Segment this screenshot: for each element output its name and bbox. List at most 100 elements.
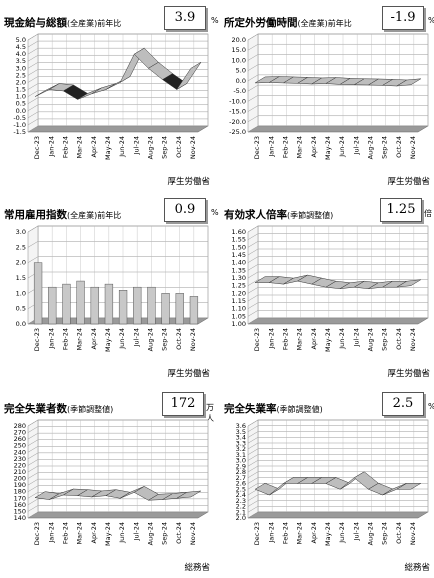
source-label: 厚生労働省 [387, 367, 430, 379]
chart-panel-overtime: 所定外労働時間(全産業)前年比 -1.9 % -25.0-20.0-15.0-1… [222, 4, 434, 192]
headline-value: 1.25 [380, 198, 422, 222]
x-tick-label: Jul-24 [352, 136, 360, 155]
x-tick-label: Sep-24 [161, 328, 169, 351]
unit-label: % [428, 16, 434, 25]
x-tick-label: Nov-24 [189, 522, 197, 545]
x-tick-label: Feb-24 [281, 328, 289, 350]
bar [105, 284, 113, 324]
y-tick-label: 3.0 [16, 64, 26, 72]
x-tick-label: Aug-24 [146, 136, 154, 159]
y-tick-label: -1.5 [13, 128, 26, 136]
headline-value: 3.9 [164, 6, 206, 30]
y-tick-label: -10.0 [229, 97, 246, 105]
x-tick-label: Sep-24 [381, 522, 389, 545]
y-tick-label: -25.0 [229, 128, 246, 136]
y-tick-label: 2.0 [16, 259, 26, 267]
chart-unemployed-persons: 1401501601701801902002102202302402502602… [2, 418, 214, 558]
y-tick-label: 1.00 [232, 320, 246, 328]
x-tick-label: Oct-24 [395, 328, 403, 350]
x-tick-label: Jun-24 [118, 328, 126, 350]
x-tick-label: Jul-24 [132, 136, 140, 155]
x-tick-label: Jul-24 [132, 328, 140, 347]
y-tick-label: 1.5 [16, 86, 26, 94]
bar [176, 293, 184, 324]
x-tick-label: Sep-24 [381, 328, 389, 351]
x-tick-label: Jan-24 [47, 522, 55, 544]
y-tick-label: 1.0 [16, 289, 26, 297]
y-tick-label: 0.5 [16, 305, 26, 313]
x-tick-label: Nov-24 [409, 522, 417, 545]
x-tick-label: Feb-24 [61, 328, 69, 350]
y-tick-label: 1.5 [16, 274, 26, 282]
bar [91, 287, 99, 324]
bar [77, 281, 85, 324]
source-label: 総務省 [404, 561, 430, 573]
x-tick-label: Jun-24 [338, 522, 346, 544]
x-tick-label: Apr-24 [90, 522, 98, 543]
source-label: 総務省 [184, 561, 210, 573]
y-tick-label: 1.55 [232, 236, 246, 244]
x-tick-label: Oct-24 [395, 136, 403, 158]
bar [162, 293, 170, 324]
x-tick-label: Nov-24 [409, 136, 417, 159]
x-tick-label: May-24 [324, 136, 332, 160]
y-tick-label: 5.0 [16, 36, 26, 44]
y-tick-label: -0.5 [13, 114, 26, 122]
x-tick-label: May-24 [104, 136, 112, 160]
x-tick-label: Mar-24 [76, 136, 84, 158]
y-tick-label: 1.60 [232, 228, 246, 236]
x-tick-label: Feb-24 [281, 522, 289, 544]
y-tick-label: 4.0 [16, 50, 26, 58]
x-tick-label: Jan-24 [267, 522, 275, 544]
chart-wages: -1.5-1.0-0.50.00.51.01.52.02.53.03.54.04… [2, 32, 214, 172]
y-tick-label: 1.15 [232, 297, 246, 305]
x-tick-label: Jul-24 [352, 522, 360, 541]
chart-title: 完全失業率(季節調整値) [224, 401, 323, 416]
y-tick-label: 1.30 [232, 274, 246, 282]
y-tick-label: 0.0 [16, 320, 26, 328]
x-tick-label: Sep-24 [381, 136, 389, 159]
bar [133, 287, 141, 324]
x-tick-label: Dec-23 [33, 328, 41, 351]
x-tick-label: Apr-24 [310, 328, 318, 349]
y-tick-label: -1.0 [13, 121, 26, 129]
x-tick-label: Jun-24 [338, 328, 346, 350]
y-tick-label: 4.5 [16, 43, 26, 51]
y-tick-label: 1.0 [16, 93, 26, 101]
x-tick-label: Mar-24 [296, 522, 304, 544]
x-tick-label: Aug-24 [366, 328, 374, 351]
chart-floor [28, 512, 208, 518]
unit-label: % [211, 16, 219, 25]
x-tick-label: Jun-24 [118, 522, 126, 544]
y-tick-label: 3.5 [16, 57, 26, 65]
y-tick-label: 1.40 [232, 259, 246, 267]
chart-title: 所定外労働時間(全産業)前年比 [224, 15, 352, 30]
chart-title: 完全失業者数(季節調整値) [4, 401, 113, 416]
x-tick-label: Mar-24 [296, 136, 304, 158]
x-tick-label: Aug-24 [366, 136, 374, 159]
bar [148, 287, 156, 324]
y-tick-label: 2.0 [16, 78, 26, 86]
x-tick-label: Nov-24 [189, 136, 197, 159]
x-tick-label: May-24 [104, 328, 112, 352]
bar [190, 296, 198, 324]
y-tick-label: 0.0 [236, 77, 246, 85]
headline-value: -1.9 [382, 6, 424, 30]
x-tick-label: Apr-24 [310, 136, 318, 157]
x-tick-label: Jan-24 [267, 328, 275, 350]
headline-value: 2.5 [382, 392, 424, 416]
chart-floor [248, 512, 428, 518]
unit-label: 倍 [424, 208, 432, 219]
source-label: 厚生労働省 [387, 175, 430, 187]
x-tick-label: Jan-24 [47, 328, 55, 350]
x-tick-label: Jan-24 [47, 136, 55, 158]
x-tick-label: Dec-23 [33, 136, 41, 159]
x-tick-label: Nov-24 [189, 328, 197, 351]
y-tick-label: 1.25 [232, 282, 246, 290]
x-tick-label: Aug-24 [366, 522, 374, 545]
y-tick-label: 1.20 [232, 289, 246, 297]
x-tick-label: Mar-24 [76, 328, 84, 350]
y-tick-label: 0.0 [16, 107, 26, 115]
